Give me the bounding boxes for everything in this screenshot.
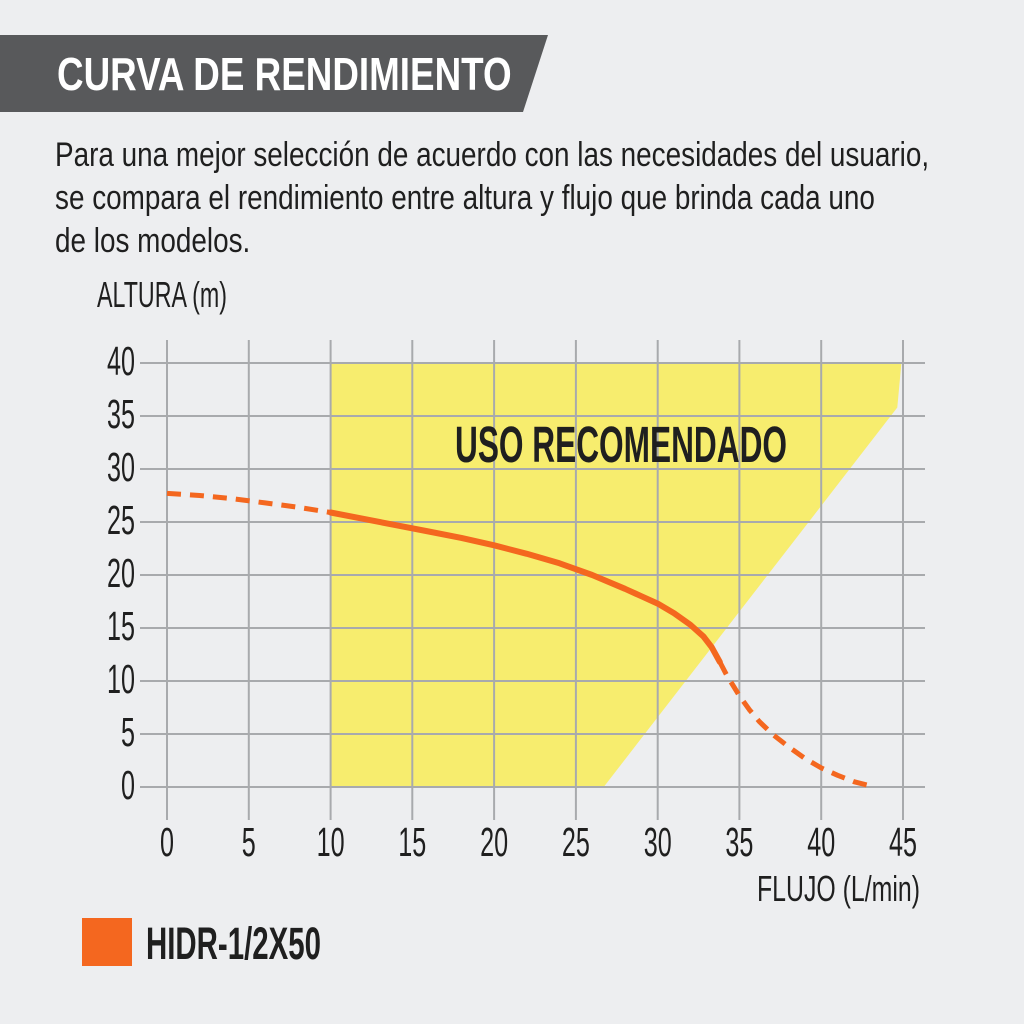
x-tick-label: 35 xyxy=(725,819,753,865)
intro-line: Para una mejor selección de acuerdo con … xyxy=(55,136,930,174)
y-tick-label: 20 xyxy=(107,550,135,596)
legend: HIDR-1/2X50 xyxy=(82,918,321,969)
performance-curve-dashed-segment xyxy=(717,660,871,789)
x-tick-label: 5 xyxy=(242,819,256,865)
legend-model-label: HIDR-1/2X50 xyxy=(146,918,321,969)
y-tick-label: 15 xyxy=(107,603,135,649)
x-tick-label: 40 xyxy=(807,819,835,865)
y-tick-label: 40 xyxy=(107,338,135,384)
recommended-region-label: USO RECOMENDADO xyxy=(455,416,787,473)
y-tick-label: 35 xyxy=(107,391,135,437)
y-axis-title: ALTURA (m) xyxy=(97,274,227,315)
tick-labels-group: 0 5 10 15 20 25 30 35 40 45 0 5 10 15 20 25 30 35 40 xyxy=(107,338,917,865)
legend-swatch xyxy=(82,918,132,966)
y-tick-label: 5 xyxy=(121,709,135,755)
intro-text: Para una mejor selección de acuerdo con … xyxy=(55,134,929,263)
x-tick-label: 15 xyxy=(398,819,426,865)
y-tick-label: 0 xyxy=(121,762,135,808)
grid-group xyxy=(140,340,925,820)
x-axis-title: FLUJO (L/min) xyxy=(757,868,920,909)
x-tick-label: 0 xyxy=(160,819,174,865)
x-tick-label: 30 xyxy=(644,819,672,865)
y-tick-label: 10 xyxy=(107,656,135,702)
x-tick-label: 45 xyxy=(889,819,917,865)
y-tick-label: 25 xyxy=(107,497,135,543)
header-banner: CURVA DE RENDIMIENTO xyxy=(0,35,548,112)
y-tick-label: 30 xyxy=(107,444,135,490)
curve-group xyxy=(166,490,871,789)
page-title: CURVA DE RENDIMIENTO xyxy=(57,47,512,100)
x-tick-label: 10 xyxy=(317,819,345,865)
intro-line: se compara el rendimiento entre altura y… xyxy=(55,179,875,217)
performance-curve-solid-segment xyxy=(327,509,723,665)
x-tick-label: 20 xyxy=(480,819,508,865)
performance-curve-dashed-segment xyxy=(166,490,331,515)
intro-line: de los modelos. xyxy=(55,222,251,260)
x-tick-label: 25 xyxy=(562,819,590,865)
